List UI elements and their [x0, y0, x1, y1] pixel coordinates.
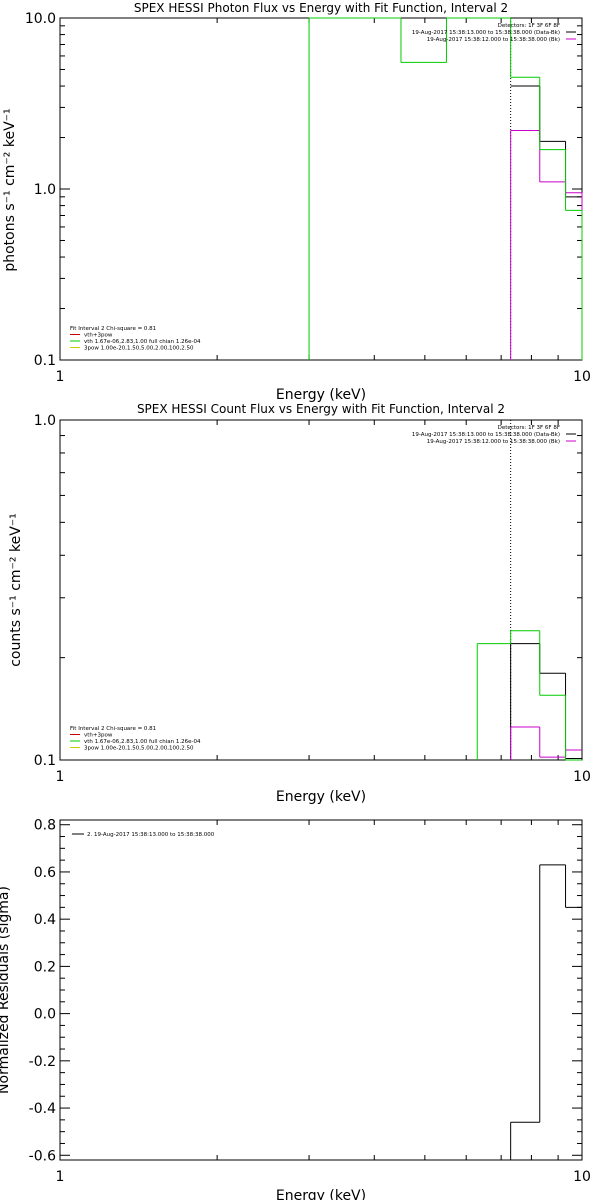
legend-entry: vth+3pow	[84, 733, 113, 739]
legend-entry: vth+3pow	[84, 333, 113, 339]
x-tick-label: 10	[573, 369, 591, 385]
series-1	[510, 864, 582, 1160]
x-axis-label: Energy (keV)	[276, 387, 366, 403]
y-tick-label: -0.6	[29, 1148, 56, 1164]
x-tick-label: 1	[56, 1169, 65, 1185]
plot-frame	[59, 419, 583, 761]
y-tick-label: 0.8	[34, 818, 56, 834]
x-tick-label: 10	[573, 1169, 591, 1185]
legend-entry: 19-Aug-2017 15:38:12.000 to 15:38:38.000…	[427, 439, 560, 445]
y-tick-label: 0.4	[34, 912, 56, 928]
legend-entry: 19-Aug-2017 15:38:13.000 to 15:38:38.000…	[412, 30, 560, 36]
legend-entry: Fit Interval 2 Chi-square = 0.81	[70, 726, 156, 732]
x-axis-label: Energy (keV)	[276, 789, 366, 805]
legend-entry: 2. 19-Aug-2017 15:38:13.000 to 15:38:38.…	[87, 832, 215, 838]
y-tick-label: 0.1	[34, 353, 56, 369]
chart-panel-1	[59, 17, 583, 361]
y-tick-label: 0.6	[34, 865, 56, 881]
series-3	[476, 630, 582, 761]
y-tick-label: 1.0	[34, 413, 56, 429]
y-tick-label: 0.0	[34, 1007, 56, 1023]
legend-entry: Fit Interval 2 Chi-square = 0.81	[70, 326, 156, 332]
series-1	[510, 643, 582, 760]
legend-entry: 19-Aug-2017 15:38:12.000 to 15:38:38.000…	[427, 37, 560, 43]
x-axis-label: Energy (keV)	[276, 1188, 366, 1200]
y-axis-label: counts s⁻¹ cm⁻² keV⁻¹	[8, 513, 24, 667]
series-1	[510, 85, 582, 198]
plot-frame	[59, 17, 583, 361]
legend-entry: 19-Aug-2017 15:38:13.000 to 15:38:38.000…	[412, 432, 560, 438]
y-tick-label: 0.1	[34, 753, 56, 769]
y-axis-label: Normalized Residuals (sigma)	[0, 886, 12, 1094]
series-2	[510, 129, 583, 360]
chart-title: SPEX HESSI Count Flux vs Energy with Fit…	[137, 402, 505, 416]
chart-panel-3	[59, 819, 583, 1161]
x-tick-label: 10	[573, 769, 591, 785]
series-3	[308, 17, 583, 360]
y-tick-label: -0.2	[29, 1054, 56, 1070]
y-axis-label: photons s⁻¹ cm⁻² keV⁻¹	[2, 108, 18, 271]
plot-frame	[59, 819, 583, 1161]
y-tick-label: 1.0	[34, 182, 56, 198]
x-tick-label: 1	[56, 769, 65, 785]
chart-panel-2	[59, 419, 583, 761]
x-tick-label: 1	[56, 369, 65, 385]
legend-entry: 3pow 1.00e-20,1.50,5.00,2.00,100,2.50	[84, 346, 194, 352]
y-tick-label: 10.0	[25, 11, 56, 27]
legend-entry: Detectors: 1F 3F 6F 8F	[498, 23, 560, 29]
chart-title: SPEX HESSI Photon Flux vs Energy with Fi…	[134, 1, 508, 15]
legend-entry: vth 1.67e-06,2.83,1.00 full chian 1.26e-…	[84, 739, 201, 745]
legend-entry: Detectors: 1F 3F 6F 8F	[498, 425, 560, 431]
series-2	[510, 726, 582, 760]
y-tick-label: -0.4	[29, 1101, 56, 1117]
legend-entry: vth 1.67e-06,2.83,1.00 full chian 1.26e-…	[84, 339, 201, 345]
legend-entry: 3pow 1.00e-20,1.50,5.00,2.00,100,2.50	[84, 746, 194, 752]
y-tick-label: 0.2	[34, 959, 56, 975]
